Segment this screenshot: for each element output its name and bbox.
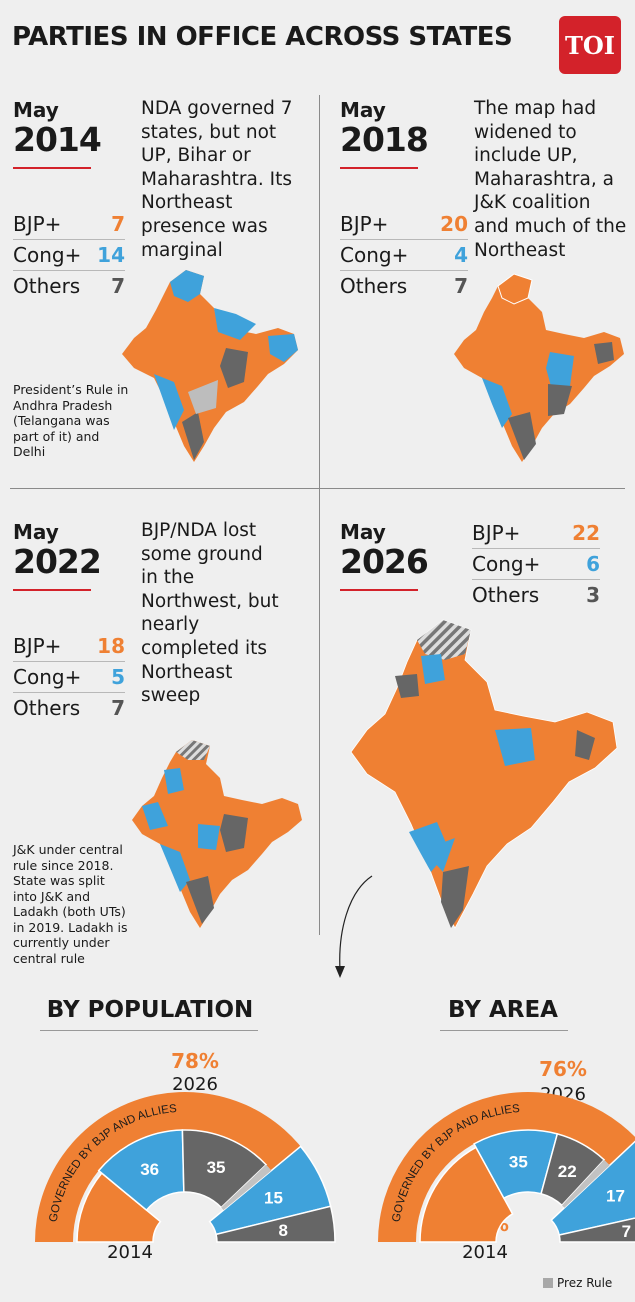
row-label: Cong+: [472, 552, 541, 576]
segment-others: [215, 1205, 336, 1243]
pointer-arrow: [335, 875, 373, 978]
row-label: Cong+: [13, 665, 82, 689]
legend-label: Prez Rule: [557, 1276, 613, 1290]
year-rule: [13, 589, 91, 591]
segment-label: 35: [207, 1158, 226, 1177]
table-row: Cong+ 4: [340, 240, 468, 271]
year-rule: [13, 167, 91, 169]
bjp-2026-arc: [378, 1092, 635, 1242]
row-label: Cong+: [340, 243, 409, 267]
year-rule: [340, 589, 418, 591]
bjp-2014-arc: [419, 1146, 514, 1243]
table-row: Others 7: [13, 271, 125, 301]
desc-2022: BJP/NDA lost some ground in the Northwes…: [141, 520, 279, 707]
segment-label: 7: [622, 1222, 631, 1241]
table-row: Others 7: [13, 693, 125, 723]
legend-prez-rule: Prez Rule: [543, 1276, 612, 1290]
row-value: 20: [440, 212, 468, 236]
segment-label: 35: [509, 1153, 528, 1172]
chart-title-area: BY AREA: [448, 997, 558, 1023]
segment-label: 36: [140, 1160, 159, 1179]
row-value: 14: [97, 243, 125, 267]
table-2022: BJP+ 18 Cong+ 5 Others 7: [13, 631, 125, 723]
table-row: BJP+ 7: [13, 209, 125, 240]
table-row: BJP+ 22: [472, 518, 600, 549]
row-value: 7: [454, 274, 468, 298]
row-label: BJP+: [340, 212, 389, 236]
segment-label: 8: [279, 1221, 288, 1240]
desc-2018: The map had widened to include UP, Mahar…: [474, 98, 627, 261]
pop-2014-year: 2014: [107, 1242, 153, 1263]
prez-rule-segment: [561, 1159, 610, 1208]
segment-others: [540, 1132, 606, 1207]
area-2014-year: 2014: [462, 1242, 508, 1263]
bjp-2026-arc: [35, 1092, 301, 1242]
desc-2014: NDA governed 7 states, but not UP, Bihar…: [141, 98, 293, 261]
chart-title-population: BY POPULATION: [46, 997, 254, 1023]
table-2026: BJP+ 22 Cong+ 6 Others 3: [472, 518, 600, 610]
segment-cong: [550, 1140, 635, 1236]
row-label: Cong+: [13, 243, 82, 267]
table-row: BJP+ 20: [340, 209, 468, 240]
table-row: Others 7: [340, 271, 468, 301]
pop-2026-year: 2026: [172, 1074, 218, 1095]
row-value: 3: [586, 583, 600, 607]
table-2014: BJP+ 7 Cong+ 14 Others 7: [13, 209, 125, 301]
row-value: 7: [111, 696, 125, 720]
table-row: BJP+ 18: [13, 631, 125, 662]
india-map-2014: [122, 270, 298, 462]
segment-label: 17: [606, 1187, 625, 1206]
chart-title-rule: [40, 1030, 258, 1031]
row-value: 6: [586, 552, 600, 576]
page-title: PARTIES IN OFFICE ACROSS STATES: [12, 22, 513, 52]
month-2014: May: [13, 98, 59, 122]
segment-label: 15: [264, 1189, 283, 1208]
row-value: 22: [572, 521, 600, 545]
row-label: BJP+: [13, 212, 62, 236]
segment-others: [558, 1217, 635, 1243]
india-map-2026: [350, 619, 618, 929]
note-2022: J&K under central rule since 2018. State…: [13, 842, 128, 966]
year-2022: 2022: [13, 542, 102, 581]
month-2018: May: [340, 98, 386, 122]
row-value: 18: [97, 634, 125, 658]
pop-2026-pct: 78%: [171, 1049, 219, 1073]
note-2014: President’s Rule in Andhra Pradesh (Tela…: [13, 382, 129, 459]
table-row: Others 3: [472, 580, 600, 610]
row-label: BJP+: [472, 521, 521, 545]
table-2018: BJP+ 20 Cong+ 4 Others 7: [340, 209, 468, 301]
year-2026: 2026: [340, 542, 429, 581]
segment-label: 22: [558, 1162, 577, 1181]
row-value: 7: [111, 212, 125, 236]
area-2026-pct: 76%: [539, 1057, 587, 1081]
india-map-2022: [132, 740, 302, 928]
table-row: Cong+ 6: [472, 549, 600, 580]
month-2022: May: [13, 520, 59, 544]
row-label: Others: [340, 274, 408, 298]
table-row: Cong+ 5: [13, 662, 125, 693]
row-value: 7: [111, 274, 125, 298]
chart-title-rule: [440, 1030, 568, 1031]
vertical-divider: [319, 95, 320, 935]
month-2026: May: [340, 520, 386, 544]
row-label: BJP+: [13, 634, 62, 658]
india-map-2018: [454, 273, 624, 462]
prez-rule-segment: [221, 1164, 272, 1211]
row-label: Others: [13, 274, 81, 298]
year-2018: 2018: [340, 120, 429, 159]
table-row: Cong+ 14: [13, 240, 125, 271]
segment-others: [181, 1129, 268, 1209]
row-label: Others: [472, 583, 540, 607]
horizontal-divider: [10, 488, 625, 489]
year-2014: 2014: [13, 120, 102, 159]
year-rule: [340, 167, 418, 169]
toi-logo: TOI: [559, 16, 621, 74]
row-value: 4: [454, 243, 468, 267]
row-label: Others: [13, 696, 81, 720]
legend-swatch: [543, 1278, 553, 1288]
row-value: 5: [111, 665, 125, 689]
